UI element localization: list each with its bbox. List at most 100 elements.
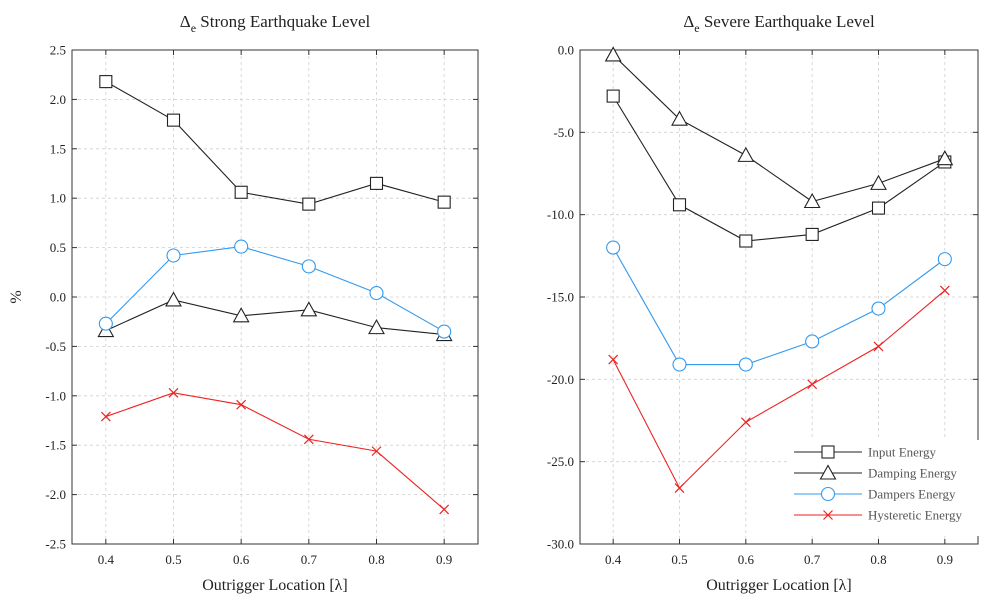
- x-tick-label: 0.9: [937, 552, 953, 567]
- data-point-input-energy: [805, 227, 819, 241]
- series-line-dampers-energy: [612, 247, 946, 366]
- y-tick-label: 0.0: [50, 290, 66, 305]
- legend-marker: [819, 464, 837, 480]
- y-tick-label: 1.0: [50, 191, 66, 206]
- data-point-dampers-energy: [672, 357, 687, 372]
- data-point-hysteretic-energy: [807, 379, 818, 390]
- x-tick-label: 0.6: [233, 552, 250, 567]
- x-axis-label: Outrigger Location [λ]: [202, 577, 347, 594]
- data-point-damping-energy: [604, 46, 622, 62]
- data-point-dampers-energy: [871, 301, 886, 316]
- data-point-input-energy: [234, 185, 248, 199]
- data-point-damping-energy: [232, 307, 250, 323]
- x-tick-label: 0.9: [436, 552, 452, 567]
- data-point-input-energy: [672, 198, 687, 212]
- data-point-dampers-energy: [937, 252, 952, 267]
- data-point-hysteretic-energy: [674, 483, 685, 493]
- chart-strong-earthquake: 2.5 2.0 1.5 1.0 0.5 0.0 -0.5 -1.0 -1.5 -2.0 -2.5 0.…: [8, 12, 479, 594]
- title-delta: Δ: [683, 12, 694, 31]
- legend: Input Energy Damping Energy Dampers Energy…: [787, 440, 991, 536]
- series-line-hysteretic-energy: [105, 392, 445, 510]
- data-point-input-energy: [99, 75, 113, 89]
- y-axis-label: %: [8, 290, 25, 303]
- legend-marker: [823, 510, 833, 520]
- chart-title: Δe Severe Earthquake Level: [683, 12, 875, 35]
- data-point-hysteretic-energy: [608, 354, 619, 365]
- data-point-hysteretic-energy: [168, 387, 179, 398]
- data-point-damping-energy: [870, 174, 887, 190]
- series-line-damping-energy: [105, 299, 445, 336]
- data-point-input-energy: [437, 195, 451, 209]
- data-point-damping-energy: [368, 318, 385, 335]
- data-point-dampers-energy: [738, 357, 753, 372]
- data-point-damping-energy: [803, 192, 821, 209]
- y-tick-label: 0.0: [558, 43, 574, 58]
- chart-severe-earthquake: 0.0 -5.0 -10.0 -15.0 -20.0 -25.0 -30.0 0.4 0.5 0.…: [547, 12, 991, 594]
- y-tick-label: -10.0: [547, 207, 574, 222]
- title-text: Strong Earthquake Level: [196, 12, 370, 31]
- data-point-hysteretic-energy: [236, 399, 247, 410]
- data-point-input-energy: [302, 197, 316, 211]
- legend-marker: [820, 486, 836, 502]
- legend-background: [787, 440, 991, 536]
- x-tick-label: 0.6: [738, 552, 755, 567]
- data-point-dampers-energy: [369, 285, 384, 301]
- data-point-hysteretic-energy: [939, 285, 950, 296]
- data-point-input-energy: [606, 89, 620, 103]
- data-point-dampers-energy: [166, 248, 181, 263]
- y-tick-label: -0.5: [45, 339, 66, 354]
- legend-marker: [821, 445, 835, 459]
- data-point-dampers-energy: [234, 239, 249, 254]
- x-tick-label: 0.7: [804, 552, 821, 567]
- series-line-input-energy: [612, 95, 946, 242]
- y-tick-label: -2.5: [45, 537, 66, 552]
- title-subscript: e: [694, 21, 699, 35]
- data-point-damping-energy: [165, 291, 182, 307]
- x-tick-label: 0.4: [605, 552, 622, 567]
- data-point-damping-energy: [737, 146, 755, 162]
- data-point-damping-energy: [300, 301, 318, 317]
- title-text: Severe Earthquake Level: [700, 12, 875, 31]
- data-point-input-energy: [739, 234, 753, 248]
- data-point-hysteretic-energy: [303, 434, 314, 445]
- data-point-hysteretic-energy: [371, 446, 382, 457]
- data-point-dampers-energy: [606, 240, 621, 255]
- x-axis-label: Outrigger Location [λ]: [706, 577, 851, 594]
- y-tick-label: -25.0: [547, 454, 574, 469]
- data-point-hysteretic-energy: [873, 341, 884, 352]
- data-point-input-energy: [369, 176, 384, 190]
- y-tick-label: -5.0: [553, 125, 574, 140]
- title-delta: Δ: [180, 12, 191, 31]
- data-point-dampers-energy: [98, 316, 113, 331]
- series-line-input-energy: [105, 81, 445, 205]
- data-point-dampers-energy: [805, 334, 820, 349]
- x-tick-label: 0.5: [671, 552, 687, 567]
- legend-label: Dampers Energy: [868, 487, 956, 502]
- data-point-input-energy: [166, 113, 181, 127]
- y-tick-label: -15.0: [547, 290, 574, 305]
- series-line-dampers-energy: [105, 246, 445, 333]
- y-tick-label: -1.0: [45, 388, 66, 403]
- x-tick-label: 0.8: [870, 552, 886, 567]
- data-point-dampers-energy: [301, 259, 316, 274]
- x-tick-label: 0.5: [165, 552, 181, 567]
- y-tick-label: -2.0: [45, 487, 66, 502]
- series-line-hysteretic-energy: [612, 289, 946, 489]
- data-point-input-energy: [871, 201, 886, 215]
- y-tick-label: 2.5: [50, 43, 66, 58]
- data-point-hysteretic-energy: [100, 411, 111, 422]
- x-tick-label: 0.4: [98, 552, 115, 567]
- series-line-damping-energy: [612, 54, 946, 203]
- x-tick-label: 0.8: [368, 552, 384, 567]
- data-point-damping-energy: [671, 110, 688, 126]
- y-tick-label: -20.0: [547, 372, 574, 387]
- data-point-hysteretic-energy: [439, 504, 450, 515]
- data-point-hysteretic-energy: [740, 417, 751, 428]
- x-tick-label: 0.7: [301, 552, 318, 567]
- y-tick-label: -30.0: [547, 537, 574, 552]
- y-tick-label: 0.5: [50, 240, 66, 255]
- y-tick-label: 1.5: [50, 141, 66, 156]
- legend-label: Input Energy: [868, 445, 936, 460]
- legend-label: Hysteretic Energy: [868, 508, 962, 523]
